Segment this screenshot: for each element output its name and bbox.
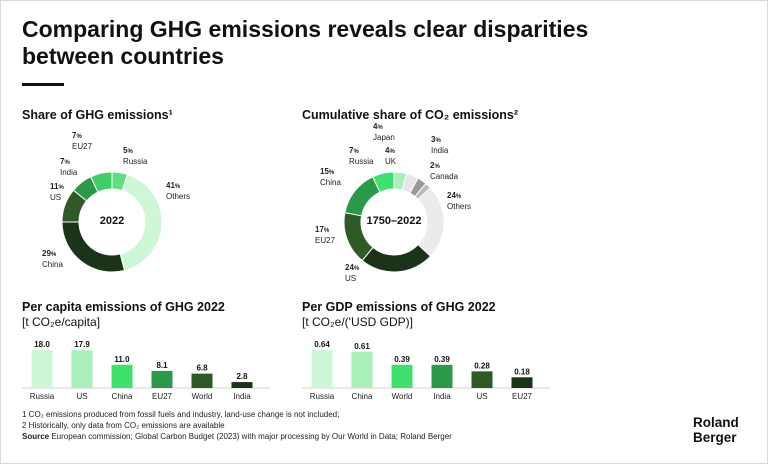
per-capita-bar-russia [31,350,53,388]
donut2-label-japan: 4% Japan [373,122,395,142]
per-gdp-value-label-china: 0.61 [354,342,370,351]
per-capita-bar-world [191,373,213,388]
per-capita-bar-chart: 18.0 Russia 17.9 US 11.0 China 8.1 EU27 6.8 World… [22,340,270,401]
per-gdp-value-label-russia: 0.64 [314,340,330,349]
share-ghg-center-label: 2022 [99,215,125,227]
share-ghg-title: Share of GHG emissions¹ [22,108,173,122]
donut1-label-eu27: 7% EU27 [72,131,93,151]
per-capita-bar-us [71,350,93,388]
per-gdp-bar-china [351,351,373,388]
per-gdp-value-label-india: 0.39 [434,355,450,364]
per-capita-unit: [t CO₂e/capita] [22,315,101,329]
share-ghg-donut-chart [61,171,163,273]
donut2-label-others: 24% Others [447,191,472,211]
per-capita-value-label-us: 17.9 [74,340,90,349]
cumulative-co2-donut-chart [343,171,445,273]
donut2-label-russia: 7% Russia [349,146,374,166]
share-ghg-slice-eu27 [90,171,113,193]
per-gdp-category-label-world: World [392,392,413,401]
cumulative-co2-center-label: 1750–2022 [366,215,422,227]
per-capita-bar-eu27 [151,370,173,388]
source-note: Source European commission; Global Carbo… [22,432,452,442]
per-gdp-bar-us [471,371,493,388]
per-capita-bar-china [111,364,133,388]
per-capita-title: Per capita emissions of GHG 2022 [22,300,225,314]
per-gdp-category-label-china: China [352,392,373,401]
page-title: Comparing GHG emissions reveals clear di… [22,16,589,69]
donut2-label-uk: 4% UK [385,146,397,166]
cumulative-co2-slice-russia [372,171,395,193]
per-gdp-bar-world [391,364,413,388]
donut1-label-others: 41% Others [166,181,191,201]
per-capita-bar-india [231,382,253,388]
per-gdp-category-label-eu27: EU27 [512,392,533,401]
title-underline [22,83,64,86]
per-gdp-value-label-eu27: 0.18 [514,367,530,376]
per-gdp-value-label-us: 0.28 [474,361,490,370]
per-capita-category-label-china: China [112,392,133,401]
donut2-label-us: 24% US [345,263,360,283]
donut2-label-canada: 2% Canada [430,161,459,181]
per-gdp-bar-india [431,364,453,388]
share-ghg-slice-china [61,221,126,273]
per-gdp-unit: [t CO₂e/('USD GDP)] [302,315,413,329]
per-gdp-bar-eu27 [511,377,533,388]
cumulative-co2-title: Cumulative share of CO₂ emissions² [302,108,519,122]
per-capita-category-label-us: US [76,392,87,401]
footnote-1: 1 CO₂ emissions produced from fossil fue… [22,410,340,419]
per-capita-category-label-eu27: EU27 [152,392,173,401]
per-capita-value-label-india: 2.8 [236,372,248,381]
source-label: Source [22,432,50,441]
donut2-label-china: 15% China [320,167,341,187]
donut2-label-india: 3% India [431,135,449,155]
per-capita-value-label-russia: 18.0 [34,340,50,349]
per-gdp-title: Per GDP emissions of GHG 2022 [302,300,496,314]
per-capita-category-label-russia: Russia [30,392,55,401]
per-capita-value-label-world: 6.8 [196,364,208,373]
per-gdp-category-label-russia: Russia [310,392,335,401]
per-capita-value-label-eu27: 8.1 [156,361,168,370]
per-gdp-value-label-world: 0.39 [394,355,410,364]
per-capita-category-label-world: World [192,392,213,401]
footnote-2: 2 Historically, only data from CO₂ emiss… [22,421,225,430]
per-capita-value-label-china: 11.0 [114,355,130,364]
donut1-label-china: 29% China [42,249,63,269]
donut1-label-us: 11% US [50,182,64,202]
roland-berger-logo: Roland Berger [693,415,739,445]
per-gdp-bar-russia [311,350,333,388]
per-gdp-category-label-india: India [433,392,451,401]
donut1-label-russia: 5% Russia [123,146,148,166]
donut1-label-india: 7% India [60,157,78,177]
source-text: European commission; Global Carbon Budge… [49,432,452,441]
donut2-label-eu27: 17% EU27 [315,225,336,245]
per-capita-category-label-india: India [233,392,251,401]
per-gdp-bar-chart: 0.64 Russia 0.61 China 0.39 World 0.39 India 0.2… [302,340,550,401]
per-gdp-category-label-us: US [476,392,487,401]
cumulative-co2-slice-china [344,176,381,217]
